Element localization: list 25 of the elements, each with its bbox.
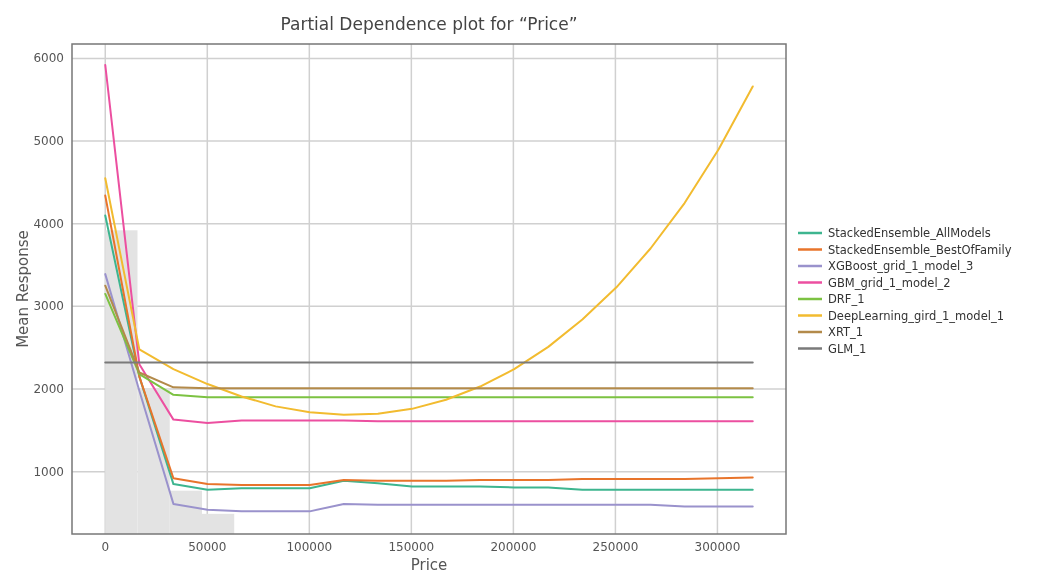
legend-label: GBM_grid_1_model_2 <box>828 275 951 290</box>
y-tick-label: 3000 <box>33 299 64 314</box>
legend-label: DeepLearning_gird_1_model_1 <box>828 308 1004 323</box>
y-axis-title: Mean Response <box>14 230 32 348</box>
x-tick-label: 200000 <box>490 540 537 554</box>
legend-label: XGBoost_grid_1_model_3 <box>828 259 974 273</box>
y-tick-label: 4000 <box>33 216 64 231</box>
x-tick-label: 100000 <box>286 540 333 554</box>
y-tick-label: 5000 <box>33 134 64 149</box>
legend-label: DRF_1 <box>828 292 865 306</box>
legend-label: StackedEnsemble_AllModels <box>828 226 991 240</box>
legend-label: GLM_1 <box>828 341 867 356</box>
legend-label: StackedEnsemble_BestOfFamily <box>828 242 1012 257</box>
legend-label: XRT_1 <box>828 325 864 339</box>
y-tick-label: 1000 <box>33 464 64 479</box>
x-axis-title: Price <box>410 556 448 574</box>
x-tick-label: 0 <box>101 540 110 554</box>
y-tick-label: 6000 <box>33 51 64 66</box>
chart-title: Partial Dependence plot for “Price” <box>280 14 578 34</box>
x-tick-label: 250000 <box>592 540 639 554</box>
x-tick-label: 150000 <box>388 540 435 554</box>
x-tick-label: 300000 <box>694 540 741 554</box>
x-tick-label: 50000 <box>188 540 227 554</box>
y-tick-label: 2000 <box>33 382 64 397</box>
line-series <box>104 273 754 513</box>
